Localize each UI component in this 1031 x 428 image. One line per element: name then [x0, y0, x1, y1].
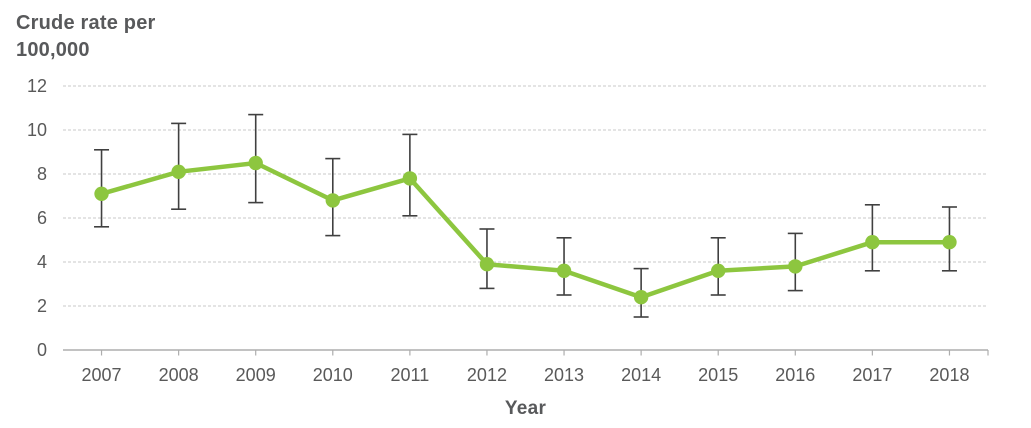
x-tick-label: 2007	[82, 365, 122, 385]
y-tick-label: 12	[27, 76, 47, 96]
y-axis-title-line2: 100,000	[16, 39, 90, 61]
x-tick-label: 2009	[236, 365, 276, 385]
data-point-marker	[942, 235, 957, 250]
data-point-marker	[402, 171, 418, 186]
x-tick-label: 2011	[391, 365, 430, 385]
data-point-marker	[556, 263, 572, 278]
x-tick-label: 2010	[313, 365, 353, 385]
data-point-marker	[325, 193, 340, 208]
x-tick-label: 2012	[467, 365, 507, 385]
data-point-marker	[865, 235, 880, 250]
data-point-marker	[171, 164, 186, 179]
data-point-marker	[479, 257, 495, 272]
x-tick-label: 2017	[852, 365, 892, 385]
data-point-marker	[248, 155, 263, 171]
x-tick-label: 2013	[544, 365, 584, 385]
y-axis-title: Crude rate per 100,000	[16, 10, 156, 64]
y-axis-title-line1: Crude rate per	[16, 12, 156, 34]
data-point-marker	[94, 186, 109, 201]
y-tick-label: 0	[37, 340, 47, 360]
x-tick-label: 2016	[775, 365, 815, 385]
x-tick-label: 2015	[698, 365, 738, 385]
data-point-marker	[788, 259, 803, 274]
x-tick-label: 2014	[621, 365, 661, 385]
data-point-marker	[711, 263, 726, 278]
y-tick-label: 4	[37, 252, 47, 272]
x-axis-title: Year	[504, 398, 547, 419]
y-tick-label: 10	[27, 120, 47, 140]
y-tick-label: 2	[37, 296, 47, 316]
data-line	[99, 160, 952, 300]
y-tick-label: 6	[37, 208, 47, 228]
x-tick-label: 2018	[929, 365, 969, 385]
y-tick-label: 8	[37, 164, 47, 184]
data-point-marker	[633, 290, 649, 305]
x-tick-label: 2008	[159, 365, 199, 385]
